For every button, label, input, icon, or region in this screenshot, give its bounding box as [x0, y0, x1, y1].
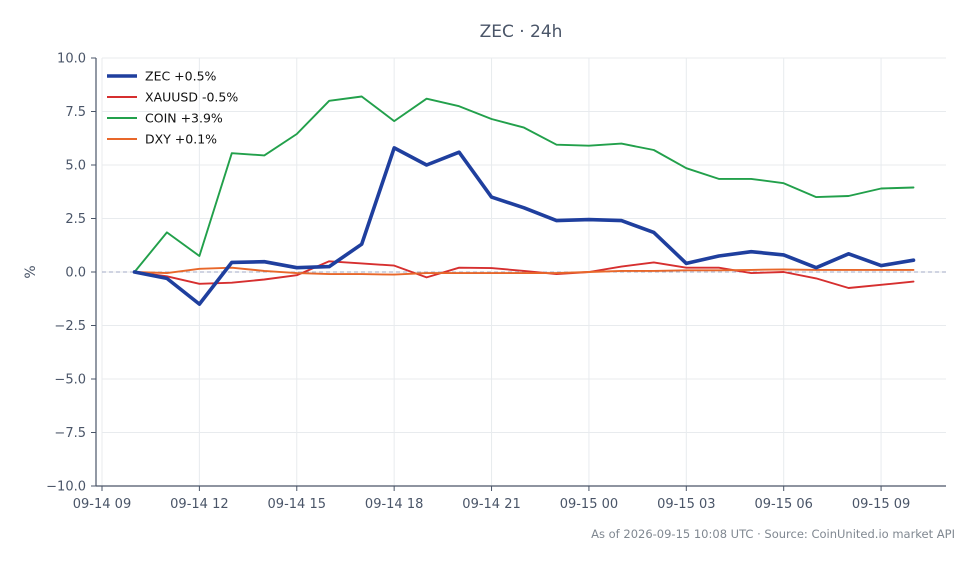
- x-tick-label: 09-15 06: [754, 497, 812, 512]
- series-line-coin: [133, 95, 915, 273]
- y-tick-label: 5.0: [65, 159, 86, 174]
- legend-item: COIN +3.9%: [107, 111, 223, 126]
- legend-label: DXY +0.1%: [145, 132, 217, 147]
- x-tick-label: 09-15 00: [560, 497, 618, 512]
- x-tick-label: 09-14 09: [73, 497, 131, 512]
- y-tick-label: 0.0: [65, 266, 86, 281]
- series-line-xauusd: [133, 260, 915, 289]
- source-note: As of 2026-09-15 10:08 UTC · Source: Coi…: [591, 527, 955, 541]
- x-tick-label: 09-15 09: [852, 497, 910, 512]
- legend-item: ZEC +0.5%: [107, 69, 217, 84]
- x-tick-label: 09-14 15: [268, 497, 326, 512]
- y-tick-label: −2.5: [54, 319, 86, 334]
- legend-label: XAUUSD -0.5%: [145, 90, 238, 105]
- legend: ZEC +0.5% XAUUSD -0.5% COIN +3.9% DXY +0.1%: [107, 69, 238, 147]
- y-tick-label: −5.0: [54, 373, 86, 388]
- chart-title: ZEC · 24h: [480, 22, 563, 42]
- legend-item: DXY +0.1%: [107, 132, 217, 147]
- legend-label: ZEC +0.5%: [145, 69, 217, 84]
- x-tick-label: 09-14 12: [170, 497, 228, 512]
- y-tick-label: 2.5: [65, 212, 86, 227]
- legend-item: XAUUSD -0.5%: [107, 90, 238, 105]
- y-tick-label: 10.0: [57, 52, 86, 67]
- series-line-dxy: [133, 266, 915, 276]
- y-axis-label: %: [23, 265, 39, 278]
- x-tick-label: 09-14 21: [462, 497, 520, 512]
- y-tick-label: −7.5: [54, 426, 86, 441]
- series-lines: [132, 95, 916, 306]
- x-axis-ticks: 09-14 09 09-14 12 09-14 15 09-14 18 09-14 21…: [73, 486, 910, 512]
- x-tick-label: 09-14 18: [365, 497, 423, 512]
- y-tick-label: 7.5: [65, 105, 86, 120]
- y-axis-ticks: 10.0 7.5 5.0 2.5 0.0 −2.5 −5.0 −7.5 −10.0: [46, 52, 96, 495]
- series-line-zec: [132, 146, 916, 306]
- y-tick-label: −10.0: [46, 480, 86, 495]
- x-tick-label: 09-15 03: [657, 497, 715, 512]
- legend-label: COIN +3.9%: [145, 111, 223, 126]
